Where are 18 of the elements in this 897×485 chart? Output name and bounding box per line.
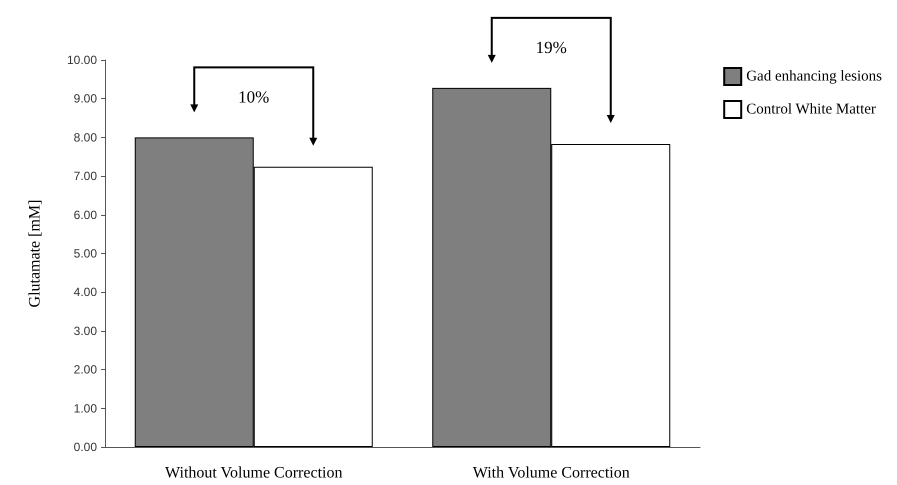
- y-tick-label: 4.00: [74, 285, 98, 300]
- y-tick-label: 0.00: [74, 440, 98, 454]
- y-tick-label: 6.00: [74, 208, 98, 222]
- x-tick-label: Without Volume Correction: [165, 464, 342, 482]
- y-tick-label: 7.00: [74, 169, 98, 184]
- y-axis-title: Glutamate [mM]: [26, 200, 44, 308]
- annotation: 10%: [238, 87, 270, 106]
- y-tick-label: 9.00: [74, 92, 98, 106]
- y-tick-label: 5.00: [74, 246, 98, 260]
- legend-label: Control White Matter: [746, 102, 876, 118]
- y-tick-label: 2.00: [74, 362, 98, 377]
- y-tick-label: 1.00: [74, 401, 98, 416]
- legend-label: Gad enhancing lesions: [746, 68, 882, 84]
- y-tick-label: 8.00: [74, 130, 98, 144]
- y-tick-label: 3.00: [74, 324, 98, 338]
- x-tick-label: With Volume Correction: [472, 464, 630, 482]
- text: 19%: [536, 38, 567, 57]
- y-tick-label: 10.00: [66, 53, 98, 67]
